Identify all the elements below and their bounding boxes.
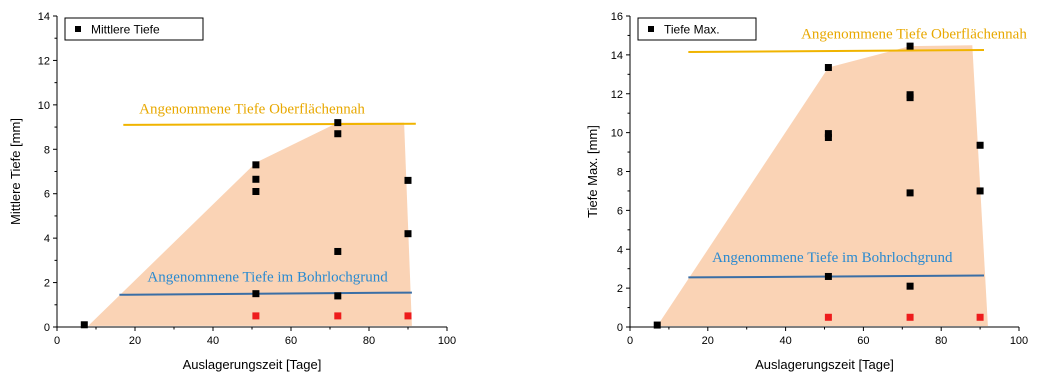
y-tick-label: 4	[44, 233, 50, 245]
x-tick-label: 0	[54, 335, 60, 347]
annotation-text-surface: Angenommene Tiefe Oberflächennah	[801, 26, 1027, 42]
data-point-red	[906, 313, 914, 321]
x-tick-label: 40	[207, 335, 219, 347]
data-point	[906, 42, 914, 50]
x-tick-label: 60	[857, 335, 869, 347]
y-tick-label: 10	[611, 128, 623, 140]
chart-panel-2: 0 20 40 60 80 100 0 2 4 6 8 10 12 14 16 Auslagerungszei…	[585, 11, 1028, 372]
x-tick-label: 80	[935, 335, 947, 347]
data-point	[334, 119, 342, 127]
data-point-red	[824, 313, 832, 321]
y-tick-label: 8	[617, 167, 623, 179]
data-point	[252, 290, 260, 298]
y-tick-label: 16	[611, 11, 623, 23]
x-tick-label: 20	[702, 335, 714, 347]
annotation-line-bottom	[688, 274, 984, 279]
x-tick-label: 80	[363, 335, 375, 347]
data-point	[653, 321, 661, 329]
annotation-text-bottom: Angenommene Tiefe im Bohrlochgrund	[147, 269, 388, 285]
data-point	[906, 94, 914, 102]
data-point	[334, 292, 342, 300]
y-tick-label: 12	[611, 89, 623, 101]
y-tick-label: 2	[44, 278, 50, 290]
x-axis-label: Auslagerungszeit [Tage]	[755, 357, 894, 372]
chart-panel-1: 0 20 40 60 80 100 0 2 4 6 8 10 12 14 Auslagerungszeit …	[8, 11, 456, 372]
data-point	[252, 161, 260, 169]
y-tick-label: 0	[617, 322, 623, 334]
shaded-region	[88, 122, 412, 326]
y-tick-label: 0	[44, 322, 50, 334]
y-tick-label: 14	[38, 11, 50, 23]
shaded-region	[657, 45, 988, 326]
x-tick-label: 60	[285, 335, 297, 347]
data-point	[404, 176, 412, 184]
data-point	[334, 247, 342, 255]
annotation-line-surface	[688, 49, 984, 53]
x-axis-label: Auslagerungszeit [Tage]	[183, 357, 322, 372]
data-point	[824, 272, 832, 280]
x-tick-label: 20	[129, 335, 141, 347]
data-point-red	[334, 312, 342, 320]
annotation-line-surface	[123, 122, 416, 126]
annotation-line-bottom	[119, 291, 412, 296]
y-tick-label: 2	[617, 283, 623, 295]
y-tick-label: 8	[44, 144, 50, 156]
y-axis-label: Mittlere Tiefe [mm]	[8, 118, 23, 225]
annotation-text-bottom: Angenommene Tiefe im Bohrlochgrund	[712, 250, 953, 266]
x-tick-label: 40	[779, 335, 791, 347]
legend-box	[637, 17, 757, 41]
y-tick-label: 4	[617, 244, 623, 256]
y-tick-label: 6	[44, 189, 50, 201]
data-point-red	[404, 312, 412, 320]
data-point	[80, 321, 88, 329]
data-point	[976, 141, 984, 149]
data-point	[252, 187, 260, 195]
x-tick-label: 100	[1010, 335, 1028, 347]
data-point-red	[976, 313, 984, 321]
y-tick-label: 10	[38, 100, 50, 112]
data-point	[906, 282, 914, 290]
data-point	[824, 64, 832, 72]
data-point	[252, 175, 260, 183]
legend-marker	[648, 26, 654, 32]
data-point	[404, 230, 412, 238]
legend-box	[64, 17, 204, 41]
data-point-red	[252, 312, 260, 320]
y-axis-label: Tiefe Max. [mm]	[585, 125, 600, 218]
data-point	[334, 130, 342, 138]
data-point	[976, 187, 984, 195]
legend-label: Mittlere Tiefe	[91, 23, 160, 37]
annotation-text-surface: Angenommene Tiefe Oberflächennah	[139, 102, 365, 118]
x-tick-label: 0	[627, 335, 633, 347]
legend-label: Tiefe Max.	[664, 23, 720, 37]
legend-marker	[75, 26, 81, 32]
data-point	[906, 189, 914, 197]
data-point	[824, 133, 832, 141]
data-point	[824, 130, 832, 138]
y-tick-label: 14	[611, 50, 623, 62]
y-tick-label: 12	[38, 55, 50, 67]
y-tick-label: 6	[617, 205, 623, 217]
x-tick-label: 100	[438, 335, 456, 347]
